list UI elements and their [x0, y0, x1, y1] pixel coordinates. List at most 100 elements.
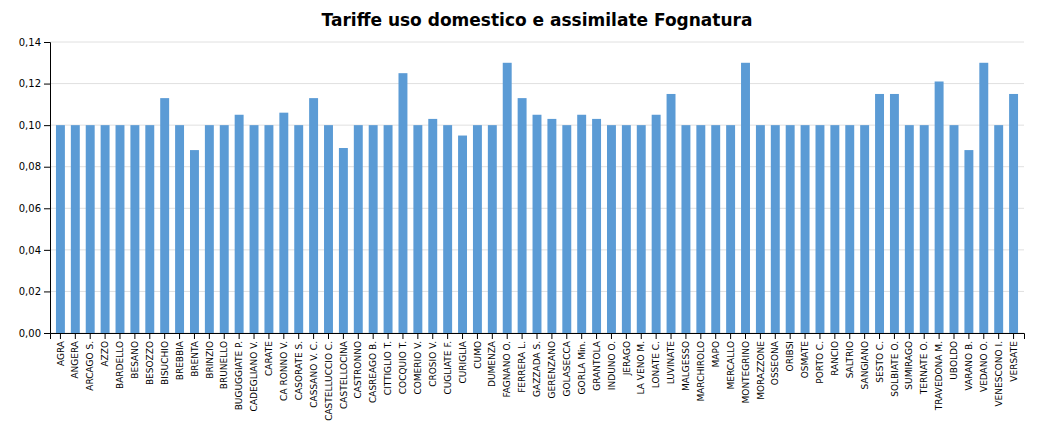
bar — [711, 125, 720, 333]
bar — [294, 125, 303, 333]
tick-label: CASTELLUCCIO C. — [324, 341, 334, 421]
tick: CADEGLIANO V. — [249, 333, 259, 411]
tick-label: BARDELLO — [115, 341, 125, 389]
tick-mark — [119, 333, 120, 339]
tick: BARDELLO — [115, 333, 125, 389]
tick-mark — [551, 333, 552, 339]
tick-mark — [194, 333, 195, 339]
tick-label: GOLASECCA — [562, 340, 572, 396]
tick-label: LA VENO M. — [636, 341, 646, 394]
tick-mark — [373, 333, 374, 339]
tick-mark — [715, 333, 716, 339]
bar — [205, 125, 214, 333]
tick-label: BREBBIA — [175, 340, 185, 380]
bar — [726, 125, 735, 333]
tick-label: CUMO — [473, 341, 483, 369]
tick-mark — [626, 333, 627, 339]
bar — [160, 98, 169, 333]
tick-label: CUGLIATE F. — [443, 341, 453, 395]
tick-label: CASSANO V. C. — [309, 341, 319, 408]
tick-mark — [224, 333, 225, 339]
tick-label: VEDANO O. — [979, 341, 989, 392]
tick-label: BRUNELLO — [219, 341, 229, 389]
tick: VARANO B. — [964, 333, 974, 391]
tick: COMERIO V. — [413, 333, 423, 395]
tick-mark — [849, 333, 850, 339]
tick-mark — [700, 333, 701, 339]
tick: CASTELLUCCIO C. — [324, 333, 334, 421]
tick-label: VARANO B. — [964, 341, 974, 391]
grid — [50, 42, 1024, 333]
tick-mark — [671, 333, 672, 339]
bar — [339, 148, 348, 333]
bar — [220, 125, 229, 333]
plot: 0,000,020,040,060,080,100,120,14AGRAANGE… — [19, 37, 1025, 421]
tick-label: DUMENZA — [487, 340, 497, 387]
tick-mark — [894, 333, 895, 339]
tick-label: BRENTA — [190, 340, 200, 377]
tick: BRENTA — [190, 333, 200, 377]
bar — [652, 115, 661, 333]
tick: GRANTOLA — [592, 333, 602, 391]
tick-mark — [477, 333, 478, 339]
bar — [264, 125, 273, 333]
tick: 0,12 — [19, 78, 50, 89]
bar — [562, 125, 571, 333]
axis-line — [51, 334, 1025, 340]
tick-mark — [775, 333, 776, 339]
tick: AZZO — [100, 333, 110, 367]
tick-mark — [968, 333, 969, 339]
tick: SUMIRAGO — [904, 333, 914, 390]
tick-label: CA RONNO V. — [279, 341, 289, 401]
tick-label: VERSATE — [1009, 341, 1019, 382]
tick-mark — [44, 84, 50, 85]
bar — [547, 119, 556, 333]
bar — [845, 125, 854, 333]
tick-mark — [239, 333, 240, 339]
tick-label: CADEGLIANO V. — [249, 341, 259, 411]
tick: 0,02 — [19, 286, 50, 297]
tick-label: OSMATE — [800, 341, 810, 379]
tick-label: CARATE — [264, 341, 274, 376]
tick: GAZZADA S. — [532, 333, 542, 397]
tick-mark — [611, 333, 612, 339]
x-axis: AGRAANGERAARCAGO S.AZZOBARDELLOBESANOBES… — [51, 333, 1025, 421]
bar — [830, 125, 839, 333]
bar — [458, 136, 467, 333]
bar — [964, 150, 973, 333]
tick-mark — [581, 333, 582, 339]
tick-label: SUMIRAGO — [904, 341, 914, 390]
tick: FAGNANO O. — [502, 333, 512, 397]
tick-label: OSSEONA — [770, 340, 780, 385]
tick-label: SESTO C. — [875, 341, 885, 383]
tick-label: 0,02 — [19, 286, 41, 297]
tick-label: MARCHIROLO — [696, 341, 706, 402]
tick-mark — [283, 333, 284, 339]
bar — [56, 125, 65, 333]
tick-mark — [760, 333, 761, 339]
tick-mark — [685, 333, 686, 339]
bars — [56, 63, 1018, 333]
tick-mark — [343, 333, 344, 339]
tick-mark — [939, 333, 940, 339]
y-axis: 0,000,020,040,060,080,100,120,14 — [19, 37, 51, 339]
tick-label: 0,10 — [19, 120, 41, 131]
tick-label: FAGNANO O. — [502, 341, 512, 397]
tick-mark — [44, 125, 50, 126]
tick-mark — [924, 333, 925, 339]
tick-mark — [164, 333, 165, 339]
bar — [488, 125, 497, 333]
bar — [190, 150, 199, 333]
bar — [86, 125, 95, 333]
tick-mark — [44, 333, 50, 334]
tick: CASORATE S. — [294, 333, 304, 400]
tick-label: LONATE C. — [651, 341, 661, 388]
bar — [1009, 94, 1018, 333]
tick-label: COMERIO V. — [413, 341, 423, 395]
tick-label: TRAVEDONA M. — [934, 341, 944, 411]
tick: AGRA — [56, 333, 66, 366]
bar — [473, 125, 482, 333]
tick-mark — [44, 208, 50, 209]
tick-mark — [492, 333, 493, 339]
tick: CURIGLIA — [458, 333, 468, 384]
